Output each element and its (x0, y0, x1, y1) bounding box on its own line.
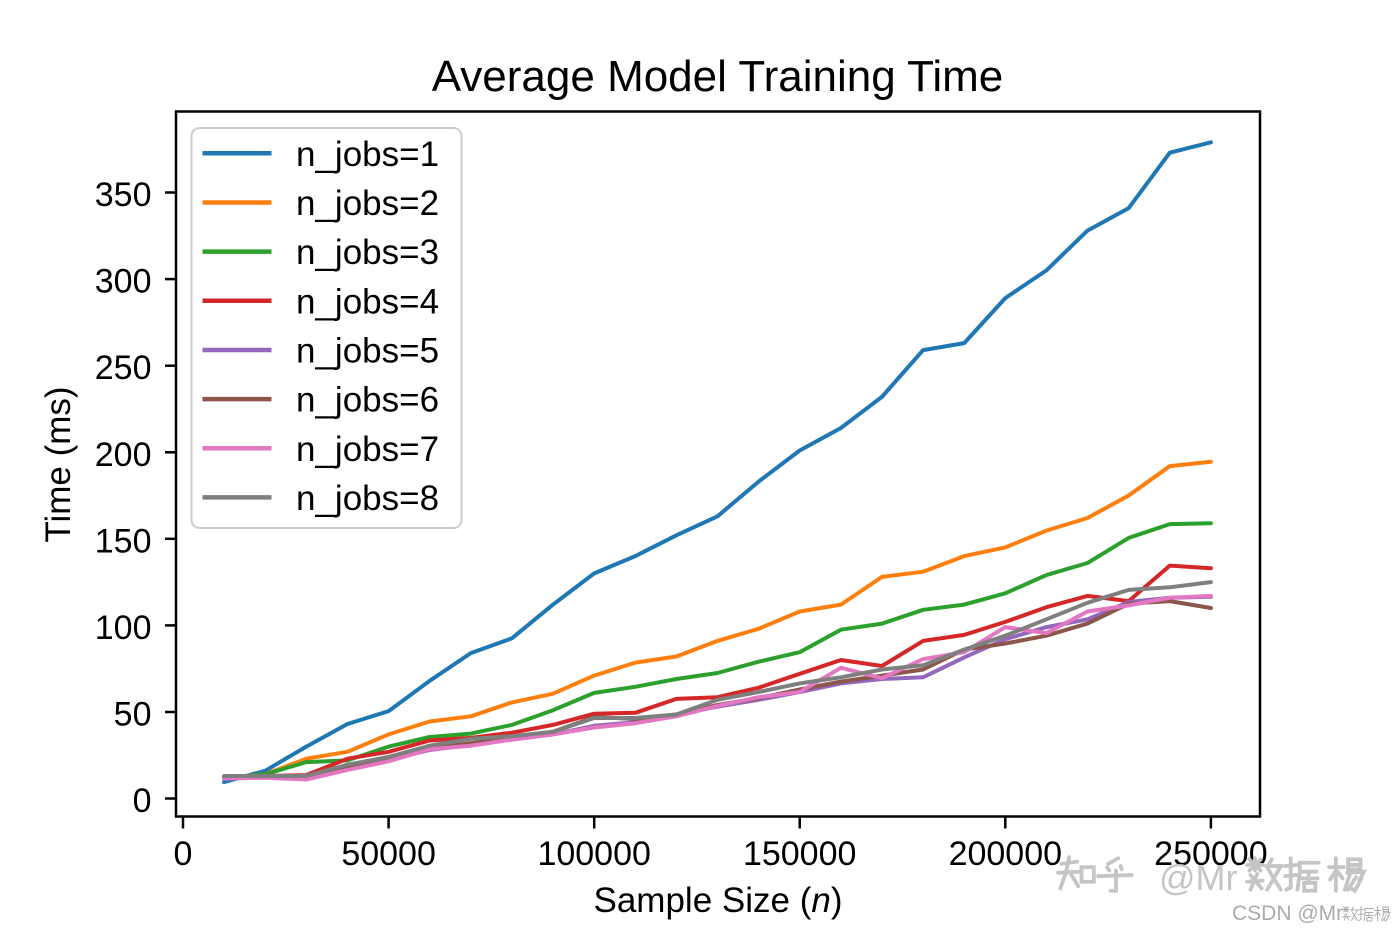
svg-text:Sample Size (n): Sample Size (n) (594, 881, 843, 920)
svg-text:100: 100 (95, 609, 152, 647)
svg-text:n_jobs=5: n_jobs=5 (296, 332, 439, 371)
svg-text:150: 150 (95, 522, 152, 560)
svg-text:Average Model Training Time: Average Model Training Time (432, 52, 1003, 101)
svg-text:n_jobs=4: n_jobs=4 (296, 282, 439, 321)
svg-text:n_jobs=8: n_jobs=8 (296, 479, 439, 518)
svg-text:300: 300 (95, 263, 152, 301)
svg-text:200: 200 (95, 436, 152, 474)
svg-text:200000: 200000 (949, 835, 1062, 873)
svg-text:n_jobs=3: n_jobs=3 (296, 233, 439, 272)
svg-text:n_jobs=7: n_jobs=7 (296, 430, 439, 469)
svg-text:250: 250 (95, 349, 152, 387)
svg-text:0: 0 (174, 835, 193, 873)
svg-text:50000: 50000 (341, 835, 436, 873)
svg-text:n_jobs=1: n_jobs=1 (296, 135, 439, 174)
svg-text:0: 0 (133, 782, 152, 820)
svg-text:100000: 100000 (537, 835, 650, 873)
svg-text:CSDN @Mr: CSDN @Mr (1232, 902, 1343, 925)
svg-text:350: 350 (95, 176, 152, 214)
svg-text:n_jobs=2: n_jobs=2 (296, 184, 439, 223)
svg-text:@Mr: @Mr (1159, 857, 1238, 898)
svg-text:50: 50 (114, 696, 152, 734)
svg-text:150000: 150000 (743, 835, 856, 873)
svg-text:Time (ms): Time (ms) (39, 386, 78, 542)
svg-text:n_jobs=6: n_jobs=6 (296, 381, 439, 420)
